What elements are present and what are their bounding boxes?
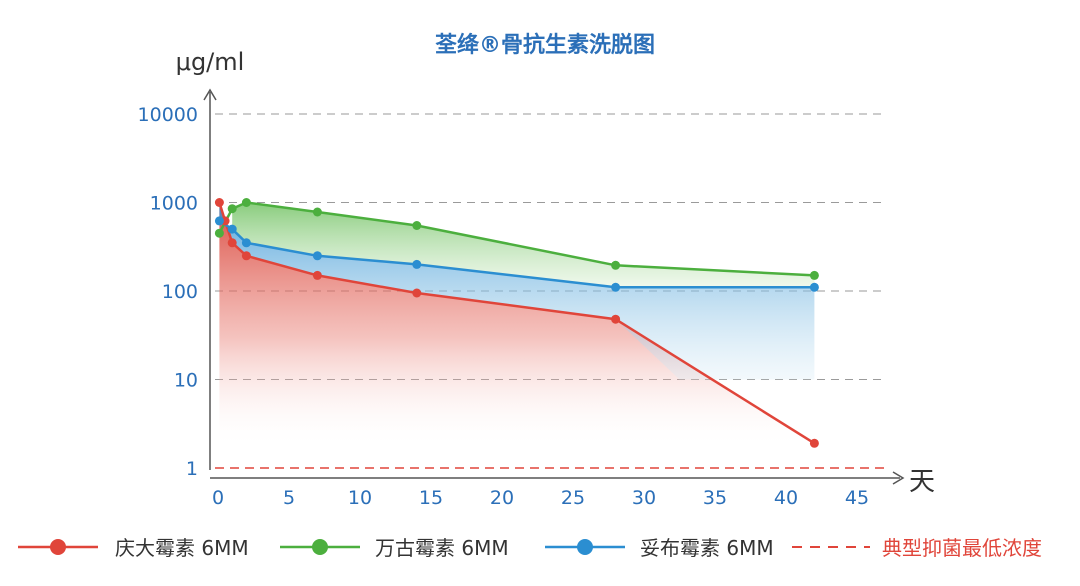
x-tick-label-15: 15 (419, 487, 443, 509)
data-point-gentamicin-3 (241, 251, 251, 261)
y-axis-arrow (203, 88, 217, 101)
data-point-gentamicin-5 (412, 288, 422, 298)
data-point-gentamicin-4 (312, 270, 322, 280)
y-tick-label-100: 100 (162, 281, 198, 303)
x-tick-label-45: 45 (845, 487, 869, 509)
chart-title: 荃绛®骨抗生素洗脱图 (435, 32, 655, 58)
x-tick-label-25: 25 (561, 487, 585, 509)
legend-item-tobramycin: 妥布霉素 6MM (545, 536, 774, 560)
x-tick-label-30: 30 (632, 487, 656, 509)
data-point-vancomycin-0 (214, 228, 224, 238)
legend-swatch-dot-vancomycin (312, 539, 328, 555)
y-tick-label-10: 10 (174, 370, 198, 392)
y-tick-label-1: 1 (186, 458, 198, 480)
tick-labels: 1 10 100 1000 10000 0 5 10 15 20 25 30 35 40 45 (138, 104, 870, 509)
data-point-tobramycin-1 (227, 224, 237, 234)
x-tick-label-35: 35 (703, 487, 727, 509)
legend-label-vancomycin: 万古霉素 6MM (375, 536, 509, 560)
data-point-vancomycin-3 (312, 207, 322, 217)
area-tobramycin (219, 202, 815, 380)
series-areas (219, 202, 815, 448)
data-point-tobramycin-3 (312, 251, 322, 261)
data-point-vancomycin-4 (412, 221, 422, 230)
y-tick-label-1000: 1000 (150, 193, 198, 215)
legend-swatch-dot-tobramycin (577, 539, 593, 555)
data-point-tobramycin-6 (809, 282, 819, 292)
legend-item-reference: 典型抑菌最低浓度 (792, 536, 1042, 560)
legend-label-gentamicin: 庆大霉素 6MM (115, 536, 249, 560)
x-axis-label: 天 (909, 467, 935, 497)
data-point-tobramycin-5 (611, 282, 621, 292)
data-point-vancomycin-2 (241, 198, 251, 207)
data-point-vancomycin-1 (227, 204, 237, 214)
data-point-tobramycin-0 (214, 216, 224, 226)
data-point-vancomycin-6 (809, 270, 819, 280)
area-vancomycin (232, 202, 815, 288)
data-point-tobramycin-4 (412, 259, 422, 269)
data-point-gentamicin-2 (227, 238, 237, 248)
series-points (214, 198, 819, 448)
legend-item-gentamicin: 庆大霉素 6MM (18, 536, 249, 560)
grid-lines (215, 113, 885, 469)
area-gentamicin (219, 202, 815, 448)
legend-label-tobramycin: 妥布霉素 6MM (640, 536, 774, 560)
x-tick-label-20: 20 (490, 487, 514, 509)
data-point-tobramycin-2 (241, 238, 251, 248)
x-tick-label-0: 0 (212, 487, 224, 509)
x-tick-label-5: 5 (283, 487, 295, 509)
x-axis-arrow (892, 471, 905, 485)
legend-label-reference: 典型抑菌最低浓度 (882, 536, 1042, 560)
axes (203, 88, 905, 485)
y-axis-label: μg/ml (176, 48, 245, 76)
data-point-gentamicin-6 (611, 314, 621, 324)
data-point-gentamicin-0 (214, 198, 224, 207)
legend-item-vancomycin: 万古霉素 6MM (280, 536, 509, 560)
y-tick-label-10000: 10000 (138, 104, 198, 126)
data-point-gentamicin-7 (809, 438, 819, 448)
legend-swatch-dot-gentamicin (50, 539, 66, 555)
x-tick-label-10: 10 (348, 487, 372, 509)
x-tick-label-40: 40 (774, 487, 798, 509)
data-point-vancomycin-5 (611, 260, 621, 270)
